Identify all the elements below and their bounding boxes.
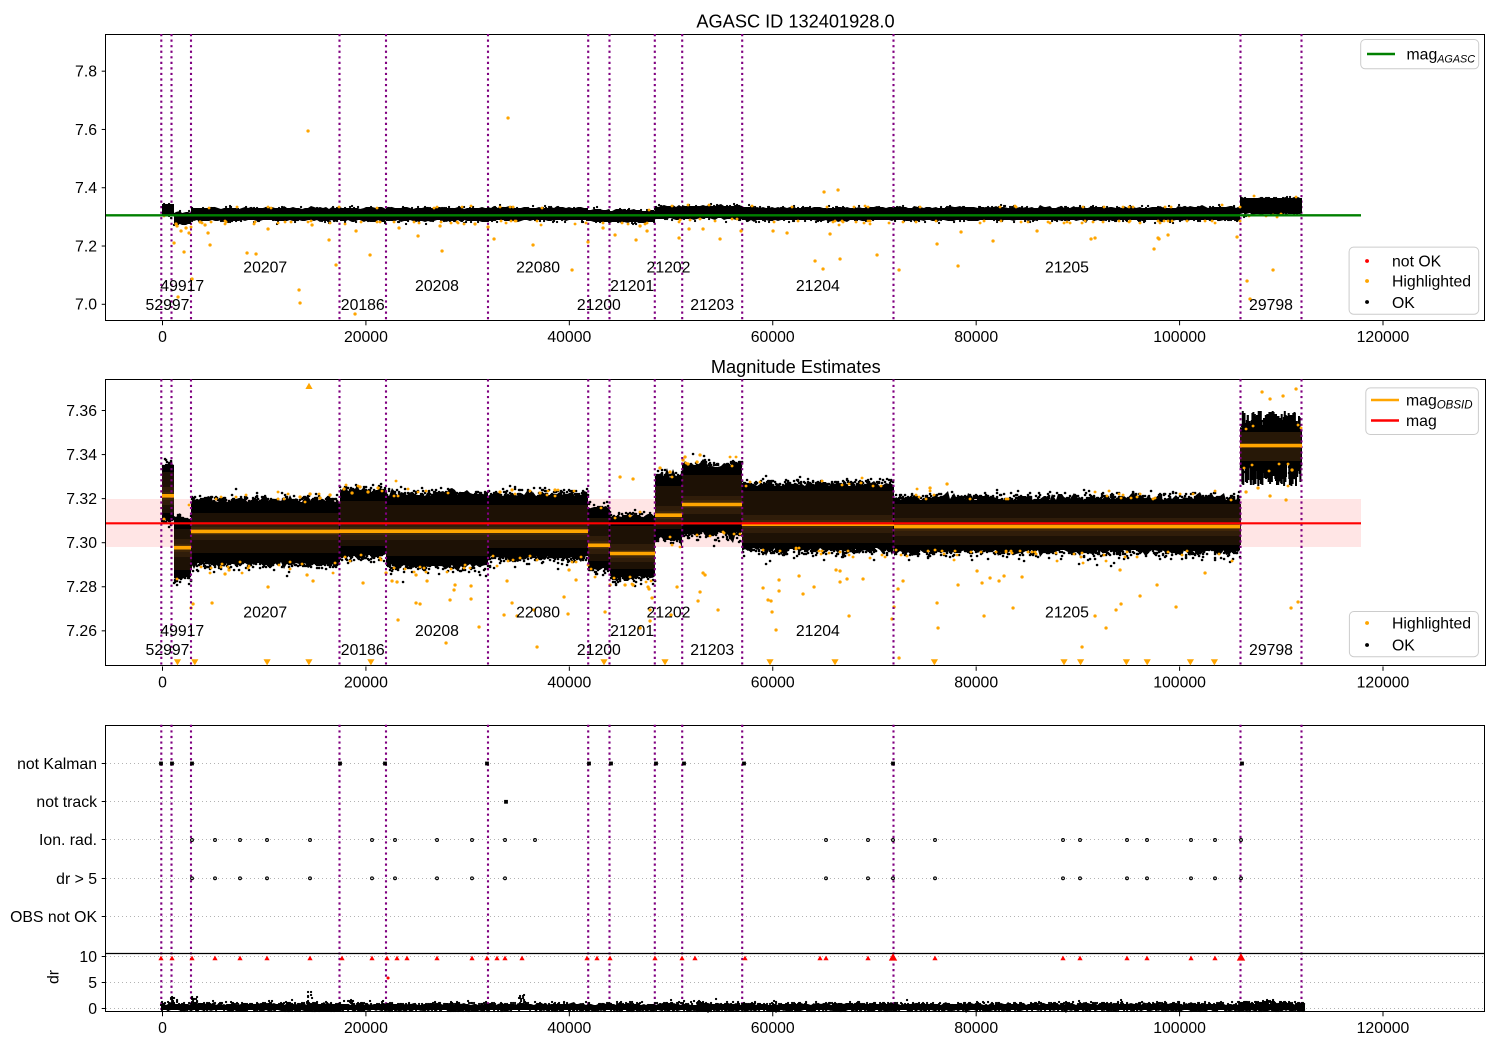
svg-text:120000: 120000: [1357, 1020, 1410, 1037]
svg-text:49917: 49917: [160, 278, 204, 295]
svg-text:Highlighted: Highlighted: [1392, 273, 1471, 290]
svg-text:7.34: 7.34: [66, 447, 97, 464]
svg-text:OK: OK: [1392, 637, 1415, 654]
svg-text:10: 10: [79, 949, 97, 966]
svg-text:7.4: 7.4: [75, 180, 97, 197]
svg-text:20186: 20186: [341, 297, 385, 314]
svg-text:21204: 21204: [796, 623, 840, 640]
svg-text:not track: not track: [36, 794, 97, 811]
svg-text:21200: 21200: [577, 297, 621, 314]
svg-text:52997: 52997: [146, 642, 190, 659]
svg-text:40000: 40000: [547, 675, 591, 692]
svg-text:60000: 60000: [751, 675, 795, 692]
svg-text:not Kalman: not Kalman: [17, 756, 97, 773]
svg-text:dr: dr: [46, 970, 63, 984]
svg-text:49917: 49917: [160, 623, 204, 640]
svg-text:21203: 21203: [690, 642, 734, 659]
svg-text:40000: 40000: [547, 329, 591, 346]
svg-text:100000: 100000: [1153, 675, 1206, 692]
svg-text:7.0: 7.0: [75, 297, 97, 314]
svg-text:20000: 20000: [344, 1020, 388, 1037]
svg-text:20208: 20208: [415, 623, 459, 640]
svg-text:0: 0: [158, 1020, 167, 1037]
svg-text:AGASC ID 132401928.0: AGASC ID 132401928.0: [696, 11, 894, 31]
svg-text:OK: OK: [1392, 295, 1415, 312]
svg-text:22080: 22080: [516, 259, 560, 276]
svg-text:21201: 21201: [610, 278, 654, 295]
svg-text:120000: 120000: [1357, 329, 1410, 346]
svg-text:80000: 80000: [954, 1020, 998, 1037]
svg-text:60000: 60000: [751, 1020, 795, 1037]
svg-text:40000: 40000: [547, 1020, 591, 1037]
svg-text:20208: 20208: [415, 278, 459, 295]
svg-text:60000: 60000: [751, 329, 795, 346]
svg-text:52997: 52997: [146, 297, 190, 314]
svg-text:21204: 21204: [796, 278, 840, 295]
svg-text:OBS not OK: OBS not OK: [10, 909, 97, 926]
svg-text:Highlighted: Highlighted: [1392, 615, 1471, 632]
svg-text:0: 0: [158, 675, 167, 692]
svg-text:dr > 5: dr > 5: [56, 871, 97, 888]
svg-text:120000: 120000: [1357, 675, 1410, 692]
svg-text:21205: 21205: [1045, 259, 1089, 276]
svg-text:Ion. rad.: Ion. rad.: [39, 832, 97, 849]
svg-text:7.6: 7.6: [75, 122, 97, 139]
svg-text:20000: 20000: [344, 675, 388, 692]
svg-text:0: 0: [88, 1001, 97, 1018]
svg-text:21203: 21203: [690, 297, 734, 314]
svg-text:100000: 100000: [1153, 329, 1206, 346]
svg-text:20207: 20207: [243, 604, 287, 621]
svg-text:20000: 20000: [344, 329, 388, 346]
svg-text:7.30: 7.30: [66, 535, 97, 552]
svg-text:21205: 21205: [1045, 604, 1089, 621]
svg-text:29798: 29798: [1249, 297, 1293, 314]
svg-text:20186: 20186: [341, 642, 385, 659]
svg-text:29798: 29798: [1249, 642, 1293, 659]
svg-text:21202: 21202: [647, 604, 691, 621]
svg-text:Magnitude Estimates: Magnitude Estimates: [711, 357, 881, 377]
svg-text:mag: mag: [1406, 413, 1437, 430]
svg-text:7.32: 7.32: [66, 491, 97, 508]
svg-text:20207: 20207: [243, 259, 287, 276]
svg-text:21200: 21200: [577, 642, 621, 659]
svg-text:7.26: 7.26: [66, 623, 97, 640]
svg-text:22080: 22080: [516, 604, 560, 621]
svg-text:21201: 21201: [610, 623, 654, 640]
svg-text:80000: 80000: [954, 675, 998, 692]
svg-text:7.36: 7.36: [66, 403, 97, 420]
svg-text:7.8: 7.8: [75, 64, 97, 81]
svg-text:7.2: 7.2: [75, 238, 97, 255]
svg-text:80000: 80000: [954, 329, 998, 346]
svg-text:0: 0: [158, 329, 167, 346]
svg-text:7.28: 7.28: [66, 579, 97, 596]
svg-text:5: 5: [88, 975, 97, 992]
svg-text:not OK: not OK: [1392, 253, 1442, 270]
svg-text:21202: 21202: [647, 259, 691, 276]
svg-text:100000: 100000: [1153, 1020, 1206, 1037]
